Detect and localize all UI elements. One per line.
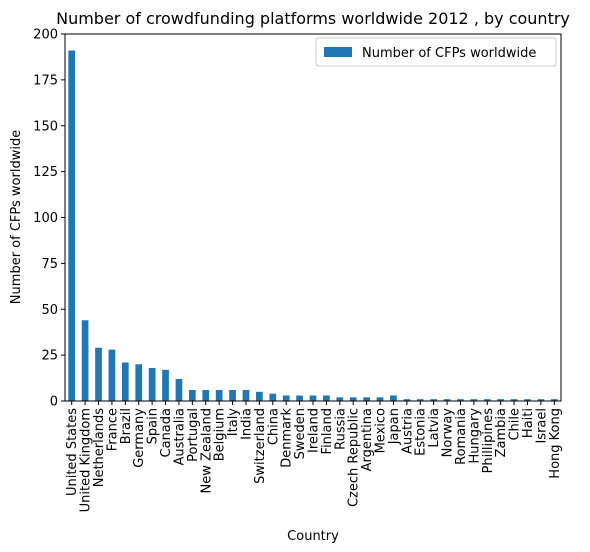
- bar-norway: [443, 399, 451, 401]
- x-tick-label: Chile: [508, 408, 523, 441]
- chart-title: Number of crowdfunding platforms worldwi…: [56, 9, 570, 28]
- x-tick-label: Canada: [159, 408, 174, 457]
- bar-russia: [336, 397, 344, 401]
- x-tick-label: Netherlands: [92, 408, 107, 487]
- x-tick-label: India: [239, 408, 254, 440]
- plot-frame: [64, 33, 562, 402]
- bar-india: [242, 389, 250, 401]
- x-tick-label: Argentina: [360, 408, 375, 471]
- x-tick-label: United Kingdom: [79, 408, 94, 512]
- x-tick-label: Australia: [172, 408, 187, 466]
- legend: Number of CFPs worldwide: [315, 37, 557, 67]
- x-tick-label: Austria: [400, 408, 415, 454]
- x-axis-label: Country: [287, 529, 339, 544]
- x-tick-label: Czech Republic: [347, 408, 362, 507]
- x-tick-label: Finland: [320, 408, 335, 454]
- x-tick-label: Denmark: [280, 408, 295, 468]
- bar-israel: [537, 399, 545, 401]
- bar-denmark: [282, 395, 290, 401]
- bar-belgium: [215, 389, 223, 401]
- bar-hong-kong: [550, 399, 558, 401]
- bar-zambia: [497, 399, 505, 401]
- x-tick-label: Switzerland: [253, 408, 268, 484]
- bar-portugal: [189, 389, 196, 401]
- bar-czech-republic: [349, 397, 357, 401]
- bar-new-zealand: [202, 389, 210, 401]
- x-tick-label: Hungary: [467, 408, 482, 464]
- bar-phillipines: [483, 399, 491, 401]
- bar-japan: [390, 395, 397, 401]
- y-tick-label: 25: [41, 349, 58, 364]
- bar-italy: [229, 389, 236, 401]
- bar-estonia: [416, 399, 424, 401]
- bar-switzerland: [256, 391, 263, 401]
- y-tick-label: 0: [50, 395, 58, 410]
- x-tick-label: Belgium: [213, 408, 228, 461]
- x-tick-label: Sweden: [293, 408, 308, 459]
- bar-ireland: [309, 395, 317, 401]
- x-tick-label: Spain: [146, 408, 161, 444]
- x-tick-label: Mexico: [374, 408, 389, 453]
- y-tick-label: 125: [33, 165, 58, 180]
- x-tick-label: Portugal: [186, 408, 201, 462]
- bar-netherlands: [95, 347, 102, 401]
- legend-swatch: [324, 47, 352, 57]
- legend-box: [315, 37, 557, 67]
- x-tick-label: Hong Kong: [548, 408, 563, 479]
- y-axis-label: Number of CFPs worldwide: [9, 130, 24, 304]
- x-tick-label: China: [266, 408, 281, 445]
- bars-group: [68, 50, 558, 401]
- bar-argentina: [363, 397, 370, 401]
- bar-germany: [135, 364, 143, 401]
- y-tick-label: 150: [33, 119, 58, 134]
- y-tick-label: 100: [33, 211, 58, 226]
- y-tick-label: 200: [33, 28, 58, 43]
- x-tick-label: Israel: [534, 408, 549, 444]
- x-tick-label: Estonia: [414, 408, 429, 456]
- y-tick-label: 75: [41, 257, 58, 272]
- x-tick-label: Ireland: [307, 408, 322, 453]
- x-tick-label: Italy: [226, 408, 241, 437]
- bar-haiti: [524, 399, 531, 401]
- bar-united-kingdom: [81, 320, 89, 401]
- x-tick-label: United States: [65, 408, 80, 496]
- bar-france: [108, 349, 116, 401]
- bar-chile: [510, 399, 518, 401]
- bar-china: [269, 393, 277, 401]
- bar-latvia: [430, 399, 437, 401]
- x-tick-label: New Zealand: [199, 408, 214, 493]
- x-tick-label: Norway: [441, 408, 456, 458]
- legend-label: Number of CFPs worldwide: [362, 46, 536, 61]
- y-tick-label: 50: [41, 303, 58, 318]
- bar-mexico: [376, 397, 384, 401]
- y-axis: 0 25 50 75 100 125 150 175 200: [33, 28, 65, 410]
- bar-sweden: [296, 395, 303, 401]
- bar-canada: [162, 369, 169, 401]
- x-tick-label: Latvia: [427, 408, 442, 448]
- bar-romania: [457, 399, 464, 401]
- x-tick-label: Russia: [333, 408, 348, 450]
- x-tick-label: Germany: [132, 408, 147, 468]
- bar-united-states: [68, 50, 76, 401]
- bar-finland: [323, 395, 330, 401]
- x-tick-label: France: [105, 408, 120, 451]
- bar-australia: [175, 378, 183, 401]
- x-tick-label: Phillipines: [481, 408, 496, 474]
- y-tick-label: 175: [33, 73, 58, 88]
- bar-austria: [403, 399, 411, 401]
- bar-hungary: [470, 399, 478, 401]
- x-tick-label: Zambia: [494, 408, 509, 457]
- bar-spain: [148, 367, 156, 401]
- bar-brazil: [121, 362, 129, 401]
- x-tick-label: Romania: [454, 408, 469, 465]
- x-tick-label: Haiti: [521, 408, 536, 438]
- x-tick-label: Brazil: [119, 408, 134, 444]
- x-tick-label: Japan: [387, 408, 402, 445]
